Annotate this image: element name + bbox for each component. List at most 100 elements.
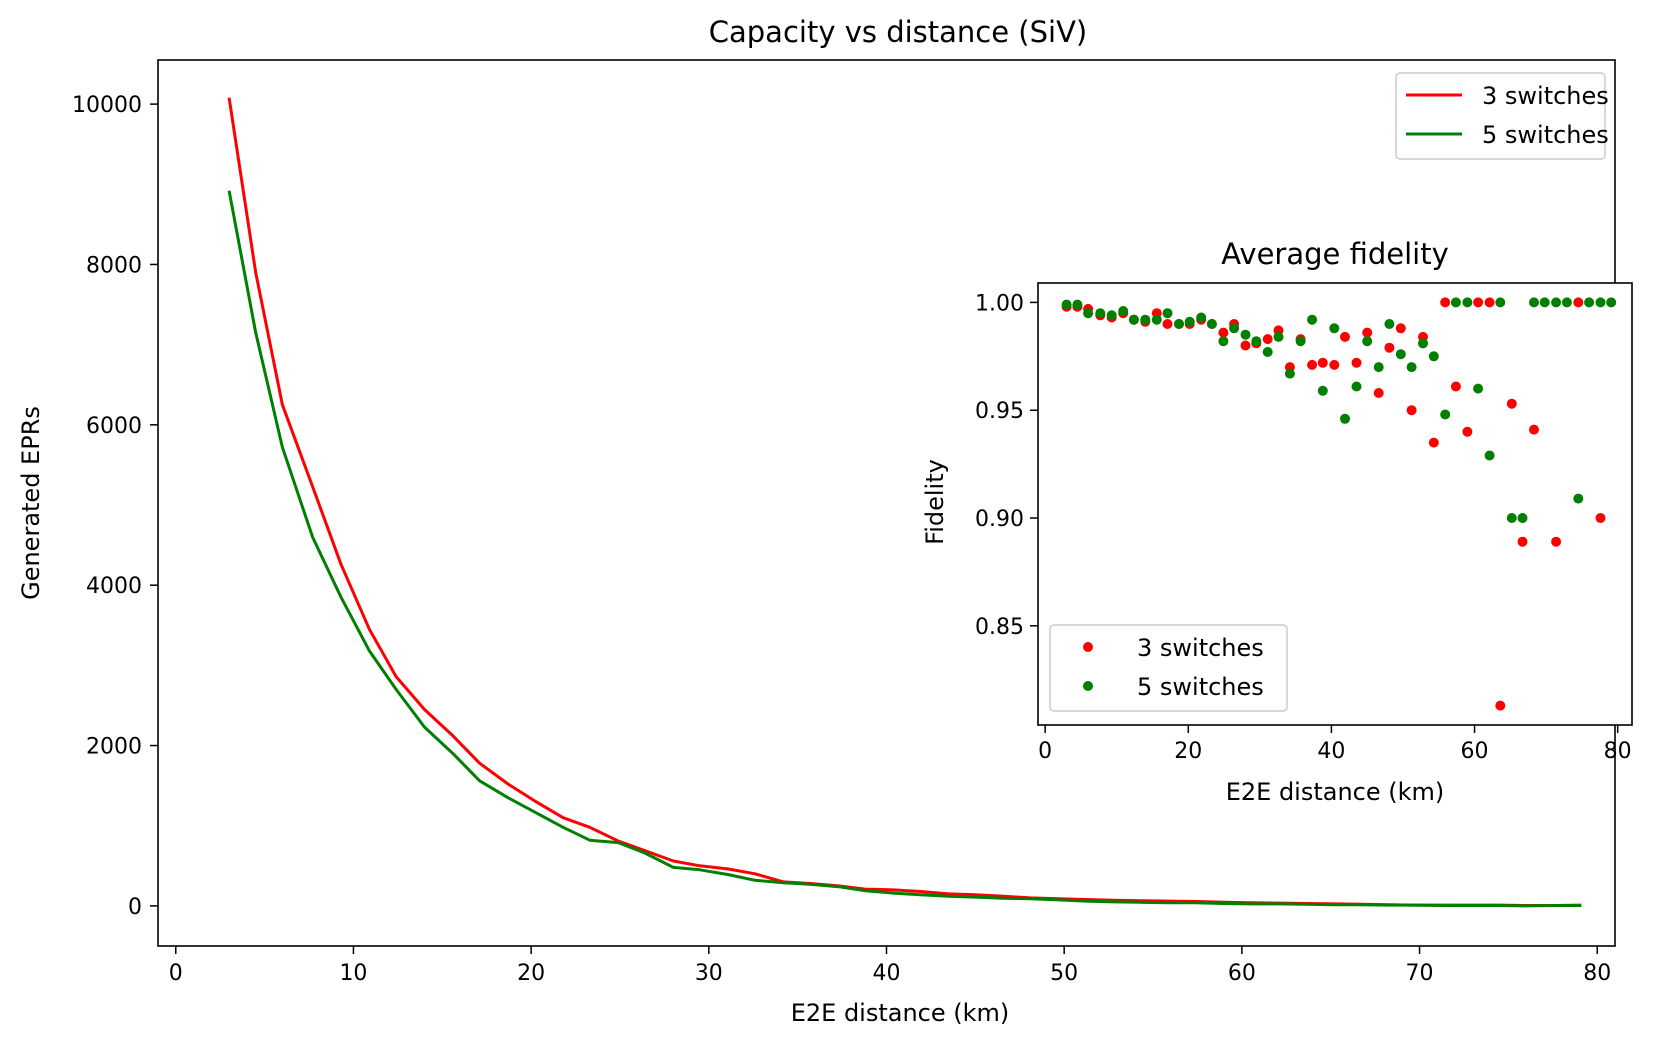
main-chart-title: Capacity vs distance (SiV) — [709, 15, 1087, 49]
main-chart: Capacity vs distance (SiV) 0 10 20 30 40 50 60… — [17, 15, 1616, 1027]
inset-y-tick-label: 0.95 — [975, 399, 1024, 424]
inset-x-tick-label: 40 — [1317, 739, 1345, 764]
inset-x-tick-label: 80 — [1604, 739, 1632, 764]
inset-point-3-switches — [1162, 319, 1173, 329]
inset-y-tick-label: 0.85 — [975, 615, 1024, 640]
inset-point-5-switches — [1140, 314, 1151, 325]
inset-point-3-switches — [1240, 340, 1251, 351]
inset-point-3-switches — [1517, 536, 1528, 547]
inset-y-axis-label: Fidelity — [921, 459, 949, 545]
inset-point-3-switches — [1473, 297, 1484, 308]
inset-x-tick-label: 0 — [1038, 739, 1052, 764]
main-y-tick-label: 0 — [128, 895, 142, 920]
inset-point-3-switches — [1406, 405, 1417, 416]
inset-point-5-switches — [1340, 413, 1350, 424]
inset-legend-box — [1049, 624, 1288, 712]
inset-point-5-switches — [1061, 299, 1072, 310]
inset-point-5-switches — [1517, 513, 1528, 523]
main-y-tick-label: 8000 — [86, 253, 142, 278]
inset-point-3-switches — [1384, 342, 1395, 353]
inset-chart-title: Average fidelity — [1221, 237, 1448, 271]
inset-ticks: 0 20 40 60 80 0.85 0.90 0.95 1.00 — [975, 291, 1632, 764]
inset-point-5-switches — [1473, 383, 1484, 394]
inset-point-5-switches — [1262, 347, 1273, 357]
main-series-line-5-switches — [227, 190, 1582, 908]
inset-point-5-switches — [1384, 319, 1395, 329]
inset-point-3-switches — [1462, 426, 1473, 437]
inset-point-5-switches — [1362, 336, 1373, 347]
inset-point-5-switches — [1450, 297, 1461, 308]
inset-point-5-switches — [1584, 297, 1595, 308]
main-y-tick-label: 6000 — [86, 414, 142, 439]
main-y-tick-label: 4000 — [86, 574, 142, 599]
inset-point-5-switches — [1418, 338, 1428, 349]
inset-point-3-switches — [1484, 297, 1495, 308]
inset-point-5-switches — [1395, 349, 1406, 360]
inset-point-3-switches — [1262, 334, 1273, 345]
inset-point-5-switches — [1462, 297, 1473, 308]
inset-point-3-switches — [1395, 323, 1406, 334]
inset-point-3-switches — [1317, 357, 1328, 368]
main-x-tick-label: 60 — [1228, 961, 1256, 986]
inset-point-3-switches — [1551, 536, 1562, 547]
inset-point-3-switches — [1495, 700, 1506, 711]
inset-point-5-switches — [1373, 362, 1384, 373]
inset-x-axis-label: E2E distance (km) — [1226, 778, 1445, 806]
inset-legend-swatch-3-switches — [1083, 642, 1093, 652]
inset-y-tick-label: 1.00 — [975, 291, 1024, 316]
inset-point-5-switches — [1118, 306, 1129, 316]
inset-point-5-switches — [1095, 308, 1106, 319]
main-legend-label-3-switches: 3 switches — [1482, 82, 1609, 110]
inset-point-5-switches — [1573, 493, 1584, 504]
main-x-tick-label: 50 — [1050, 961, 1078, 986]
inset-point-5-switches — [1174, 319, 1184, 329]
main-x-tick-label: 0 — [169, 961, 183, 986]
inset-point-3-switches — [1529, 424, 1539, 435]
main-y-tick-label: 2000 — [86, 735, 142, 760]
inset-point-5-switches — [1428, 351, 1439, 362]
inset-point-5-switches — [1229, 323, 1240, 334]
inset-point-5-switches — [1329, 323, 1340, 334]
inset-point-5-switches — [1072, 299, 1083, 310]
inset-point-5-switches — [1495, 297, 1506, 308]
inset-point-3-switches — [1595, 513, 1606, 523]
inset-point-5-switches — [1218, 336, 1229, 347]
inset-point-3-switches — [1440, 297, 1451, 308]
inset-plot-frame — [1037, 282, 1633, 726]
inset-point-3-switches — [1218, 327, 1229, 338]
inset-point-5-switches — [1162, 308, 1173, 319]
inset-point-5-switches — [1295, 336, 1306, 347]
inset-point-5-switches — [1539, 297, 1550, 308]
inset-legend-label-3-switches: 3 switches — [1137, 634, 1264, 662]
inset-point-5-switches — [1307, 314, 1318, 325]
inset-point-5-switches — [1529, 297, 1539, 308]
main-data-lines — [227, 97, 1582, 908]
inset-point-5-switches — [1251, 336, 1262, 347]
inset-point-5-switches — [1351, 381, 1362, 392]
main-x-tick-label: 20 — [517, 961, 545, 986]
inset-point-3-switches — [1428, 437, 1439, 448]
inset-point-3-switches — [1373, 388, 1384, 398]
main-legend-label-5-switches: 5 switches — [1482, 121, 1609, 149]
inset-y-tick-label: 0.90 — [975, 507, 1024, 532]
inset-point-5-switches — [1595, 297, 1606, 308]
main-x-axis-label: E2E distance (km) — [791, 999, 1010, 1027]
main-legend: 3 switches 5 switches — [1395, 72, 1609, 160]
inset-point-3-switches — [1573, 297, 1584, 308]
inset-point-5-switches — [1196, 312, 1207, 323]
inset-point-5-switches — [1440, 409, 1451, 420]
main-x-tick-label: 30 — [695, 961, 723, 986]
main-x-tick-label: 10 — [339, 961, 367, 986]
inset-point-3-switches — [1351, 357, 1362, 368]
inset-x-tick-label: 60 — [1461, 739, 1489, 764]
inset-point-5-switches — [1273, 331, 1284, 342]
inset-point-5-switches — [1240, 329, 1251, 340]
main-ticks: 0 10 20 30 40 50 60 70 80 0 2000 4000 6000 8000 10000 — [72, 93, 1611, 986]
inset-point-5-switches — [1284, 368, 1295, 379]
inset-point-5-switches — [1083, 308, 1094, 319]
inset-legend: 3 switches 5 switches — [1049, 624, 1288, 712]
inset-point-3-switches — [1307, 359, 1318, 370]
main-y-axis-label: Generated EPRs — [17, 406, 45, 600]
inset-x-tick-label: 20 — [1174, 739, 1202, 764]
